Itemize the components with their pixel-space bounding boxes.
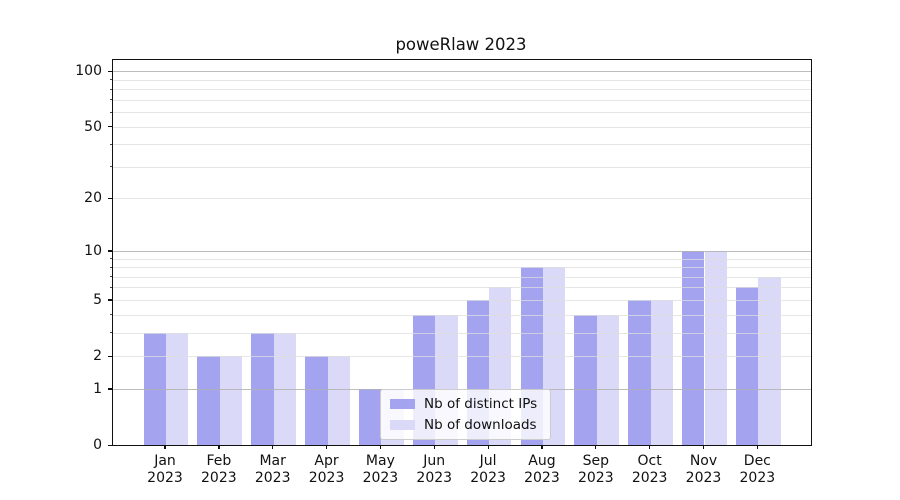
- y-tick-mark-5: [108, 299, 112, 301]
- y-minor-tick-40: [109, 143, 112, 145]
- x-tick-label-nov: Nov 2023: [685, 453, 722, 486]
- y-minor-tick-3: [109, 332, 112, 334]
- gridline-minor-50: [113, 126, 811, 128]
- y-minor-tick-9: [109, 257, 112, 259]
- x-tick-label-dec: Dec 2023: [739, 453, 776, 486]
- x-tick-mark-nov: [702, 445, 705, 450]
- gridline-minor-7: [113, 276, 811, 278]
- bar-nb-of-downloads-apr: [327, 356, 350, 445]
- y-tick-label-1: 1: [93, 380, 102, 397]
- y-tick-mark-50: [108, 126, 112, 128]
- gridline-major-100: [113, 71, 811, 73]
- x-tick-label-jan: Jan 2023: [147, 453, 183, 486]
- y-tick-label-5: 5: [93, 291, 102, 308]
- x-tick-mark-apr: [325, 445, 328, 450]
- gridline-minor-3: [113, 332, 811, 334]
- gridline-major-10: [113, 250, 811, 252]
- y-tick-label-0: 0: [93, 437, 102, 453]
- x-tick-mark-sep: [595, 445, 597, 450]
- bar-nb-of-distinct-ips-oct: [628, 299, 651, 445]
- y-minor-tick-90: [109, 79, 112, 81]
- x-tick-label-apr: Apr 2023: [308, 453, 345, 486]
- gridline-minor-4: [113, 314, 811, 316]
- y-minor-tick-6: [109, 286, 112, 288]
- bar-nb-of-distinct-ips-may: [359, 388, 382, 445]
- legend-label-distinct-ips: Nb of distinct IPs: [424, 396, 538, 412]
- gridline-minor-5: [113, 299, 811, 301]
- bar-nb-of-downloads-dec: [758, 276, 781, 445]
- y-tick-label-2: 2: [93, 348, 102, 364]
- y-tick-mark-1: [108, 388, 112, 390]
- legend-entry-downloads: Nb of downloads: [390, 417, 542, 433]
- x-tick-mark-feb: [218, 445, 220, 450]
- x-tick-label-sep: Sep 2023: [577, 453, 614, 486]
- y-minor-tick-60: [109, 111, 112, 113]
- y-tick-label-50: 50: [84, 118, 102, 135]
- bar-nb-of-downloads-jan: [166, 332, 189, 445]
- bar-nb-of-downloads-sep: [596, 314, 620, 445]
- x-tick-label-oct: Oct 2023: [631, 453, 668, 486]
- x-tick-mark-aug: [541, 445, 543, 450]
- bar-nb-of-downloads-nov: [704, 250, 727, 445]
- gridline-minor-80: [113, 89, 811, 90]
- y-tick-label-20: 20: [84, 190, 102, 207]
- gridline-minor-70: [113, 99, 811, 101]
- gridline-minor-8: [113, 267, 811, 268]
- legend: Nb of distinct IPs Nb of downloads: [380, 389, 551, 440]
- legend-swatch-downloads: [390, 420, 415, 430]
- y-tick-mark-2: [108, 355, 112, 357]
- gridline-minor-2: [113, 356, 811, 357]
- y-minor-tick-7: [109, 276, 112, 278]
- grid-layer: [113, 60, 811, 445]
- x-tick-label-jul: Jul 2023: [470, 453, 506, 486]
- legend-swatch-distinct-ips: [390, 399, 415, 409]
- chart-title: poweRlaw 2023: [395, 35, 527, 54]
- x-tick-label-may: May 2023: [362, 453, 399, 486]
- bar-nb-of-downloads-feb: [219, 356, 243, 445]
- gridline-minor-60: [113, 112, 811, 113]
- bar-nb-of-distinct-ips-sep: [574, 314, 597, 445]
- y-tick-mark-10: [108, 250, 112, 252]
- gridline-minor-6: [113, 287, 811, 289]
- y-minor-tick-80: [109, 88, 112, 90]
- y-tick-label-100: 100: [75, 63, 102, 80]
- gridline-minor-9: [113, 258, 811, 260]
- bar-nb-of-downloads-oct: [650, 299, 674, 445]
- x-tick-mark-jul: [487, 445, 489, 450]
- x-tick-mark-may: [379, 445, 382, 450]
- y-tick-label-10: 10: [84, 242, 102, 259]
- bar-nb-of-distinct-ips-apr: [305, 356, 328, 445]
- y-tick-mark-0: [108, 444, 112, 446]
- gridline-minor-20: [113, 198, 811, 200]
- y-tick-mark-100: [108, 70, 112, 72]
- x-tick-mark-jun: [433, 445, 435, 450]
- x-tick-mark-dec: [756, 445, 759, 450]
- y-minor-tick-70: [109, 99, 112, 101]
- x-tick-label-jun: Jun 2023: [416, 453, 453, 486]
- bar-nb-of-distinct-ips-nov: [682, 250, 705, 445]
- legend-label-downloads: Nb of downloads: [424, 417, 537, 433]
- y-minor-tick-8: [109, 266, 112, 268]
- x-tick-mark-mar: [272, 445, 274, 450]
- x-tick-label-aug: Aug 2023: [524, 453, 560, 486]
- y-minor-tick-4: [109, 314, 112, 316]
- plot-area: Nb of distinct IPs Nb of downloads: [112, 59, 812, 446]
- legend-entry-distinct-ips: Nb of distinct IPs: [390, 396, 542, 412]
- gridline-minor-90: [113, 79, 811, 81]
- x-tick-mark-oct: [649, 445, 651, 450]
- bar-nb-of-distinct-ips-mar: [251, 332, 274, 445]
- bar-nb-of-distinct-ips-jan: [143, 332, 166, 445]
- bar-nb-of-distinct-ips-feb: [197, 356, 220, 445]
- gridline-minor-40: [113, 144, 811, 146]
- gridline-minor-30: [113, 166, 811, 168]
- x-tick-mark-jan: [164, 445, 166, 450]
- y-minor-tick-30: [109, 166, 112, 168]
- x-tick-label-feb: Feb 2023: [201, 453, 237, 486]
- bar-nb-of-distinct-ips-dec: [735, 287, 759, 445]
- x-tick-label-mar: Mar 2023: [254, 453, 291, 486]
- y-tick-mark-20: [108, 197, 112, 200]
- bar-nb-of-downloads-mar: [273, 332, 297, 445]
